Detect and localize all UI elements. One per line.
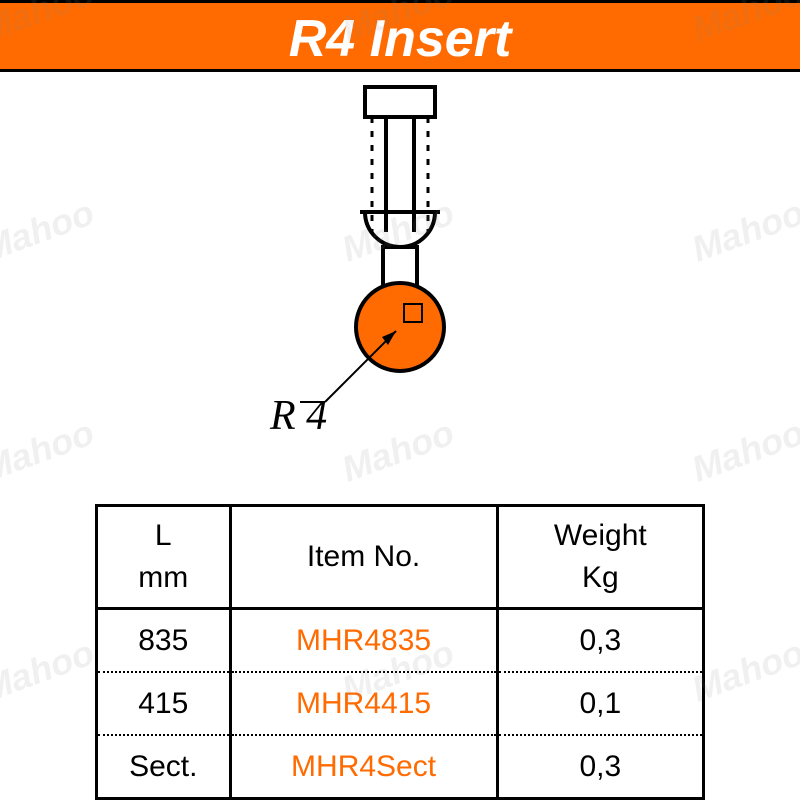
cell-length: Sect.	[97, 735, 231, 799]
cell-item: MHR4415	[230, 672, 497, 735]
cell-length: 415	[97, 672, 231, 735]
col-header-weight: Weight Kg	[497, 506, 703, 609]
col-header-length: L mm	[97, 506, 231, 609]
diagram-area: R 4	[0, 72, 800, 472]
insert-diagram	[300, 82, 500, 412]
table-header-row: L mm Item No. Weight Kg	[97, 506, 704, 609]
title-header: R4 Insert	[0, 0, 800, 72]
table-row: Sect. MHR4Sect 0,3	[97, 735, 704, 799]
radius-label: R 4	[270, 392, 327, 440]
table-row: 835 MHR4835 0,3	[97, 609, 704, 673]
table-row: 415 MHR4415 0,1	[97, 672, 704, 735]
cell-weight: 0,1	[497, 672, 703, 735]
cell-weight: 0,3	[497, 609, 703, 673]
col-header-item: Item No.	[230, 506, 497, 609]
cell-item: MHR4835	[230, 609, 497, 673]
cell-weight: 0,3	[497, 735, 703, 799]
table-body: 835 MHR4835 0,3 415 MHR4415 0,1 Sect. MH…	[97, 609, 704, 799]
cell-item: MHR4Sect	[230, 735, 497, 799]
title-text: R4 Insert	[289, 10, 512, 68]
cell-length: 835	[97, 609, 231, 673]
spec-table-container: L mm Item No. Weight Kg 835 MHR4835 0,3 …	[0, 504, 800, 800]
spec-table: L mm Item No. Weight Kg 835 MHR4835 0,3 …	[95, 504, 705, 800]
